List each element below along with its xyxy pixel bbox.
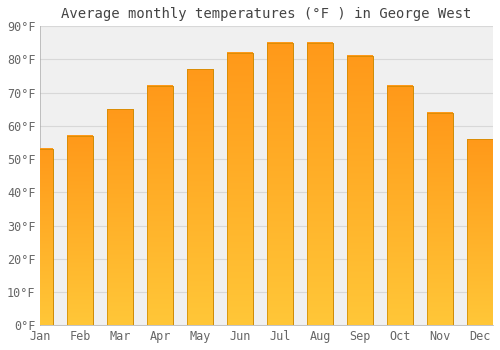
Bar (68, 136, 94, 325)
Bar (187, 69, 213, 325)
Bar (108, 109, 134, 325)
Bar (467, 139, 493, 325)
Bar (68, 136, 94, 325)
Bar (227, 53, 253, 325)
Bar (267, 43, 293, 325)
Bar (147, 86, 173, 325)
Bar (347, 56, 373, 325)
Bar (467, 139, 493, 325)
Bar (28, 149, 54, 325)
Bar (108, 109, 134, 325)
Bar (227, 53, 253, 325)
Bar (387, 86, 413, 325)
Bar (267, 43, 293, 325)
Bar (387, 86, 413, 325)
Bar (187, 69, 213, 325)
Bar (28, 149, 54, 325)
Title: Average monthly temperatures (°F ) in George West: Average monthly temperatures (°F ) in Ge… (62, 7, 472, 21)
Bar (307, 43, 333, 325)
Bar (427, 113, 453, 325)
Bar (307, 43, 333, 325)
Bar (347, 56, 373, 325)
Bar (427, 113, 453, 325)
Bar (147, 86, 173, 325)
